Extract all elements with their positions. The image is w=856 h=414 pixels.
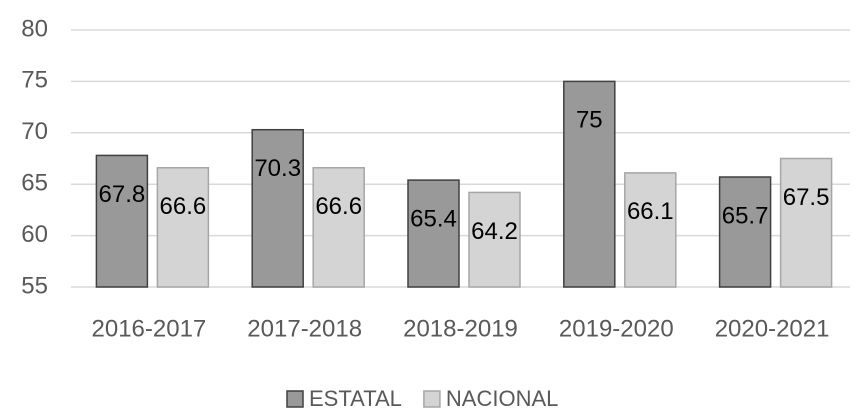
bar — [624, 172, 677, 288]
x-tick-label: 2016-2017 — [92, 315, 207, 342]
bar — [718, 176, 772, 288]
legend-label: NACIONAL — [446, 386, 558, 411]
data-label: 65.7 — [722, 202, 769, 229]
bar — [468, 191, 521, 288]
data-label: 75 — [576, 107, 603, 134]
x-tick-label: 2018-2019 — [403, 315, 518, 342]
legend-label: ESTATAL — [309, 386, 402, 411]
bar — [563, 80, 616, 288]
data-label: 70.3 — [254, 155, 301, 182]
y-tick-label: 60 — [21, 221, 48, 248]
y-tick-label: 55 — [21, 272, 48, 299]
x-tick-label: 2017-2018 — [247, 315, 362, 342]
bar — [779, 157, 833, 288]
bar — [251, 128, 304, 288]
y-tick-label: 75 — [21, 67, 48, 94]
data-label: 66.1 — [627, 198, 674, 225]
x-tick-label: 2019-2020 — [559, 315, 674, 342]
data-label: 64.2 — [471, 218, 518, 245]
data-label: 65.4 — [410, 205, 457, 232]
legend-swatch — [423, 390, 441, 408]
bar — [312, 167, 365, 288]
x-tick-label: 2020-2021 — [715, 315, 830, 342]
bar — [95, 154, 149, 288]
bar — [156, 167, 210, 288]
data-label: 66.6 — [160, 193, 207, 220]
data-label: 66.6 — [315, 193, 362, 220]
data-label: 67.8 — [99, 181, 146, 208]
data-label: 67.5 — [783, 184, 830, 211]
y-tick-label: 65 — [21, 170, 48, 197]
y-tick-label: 70 — [21, 118, 48, 145]
legend-swatch — [286, 390, 304, 408]
bar — [407, 179, 460, 288]
y-tick-label: 80 — [21, 15, 48, 42]
